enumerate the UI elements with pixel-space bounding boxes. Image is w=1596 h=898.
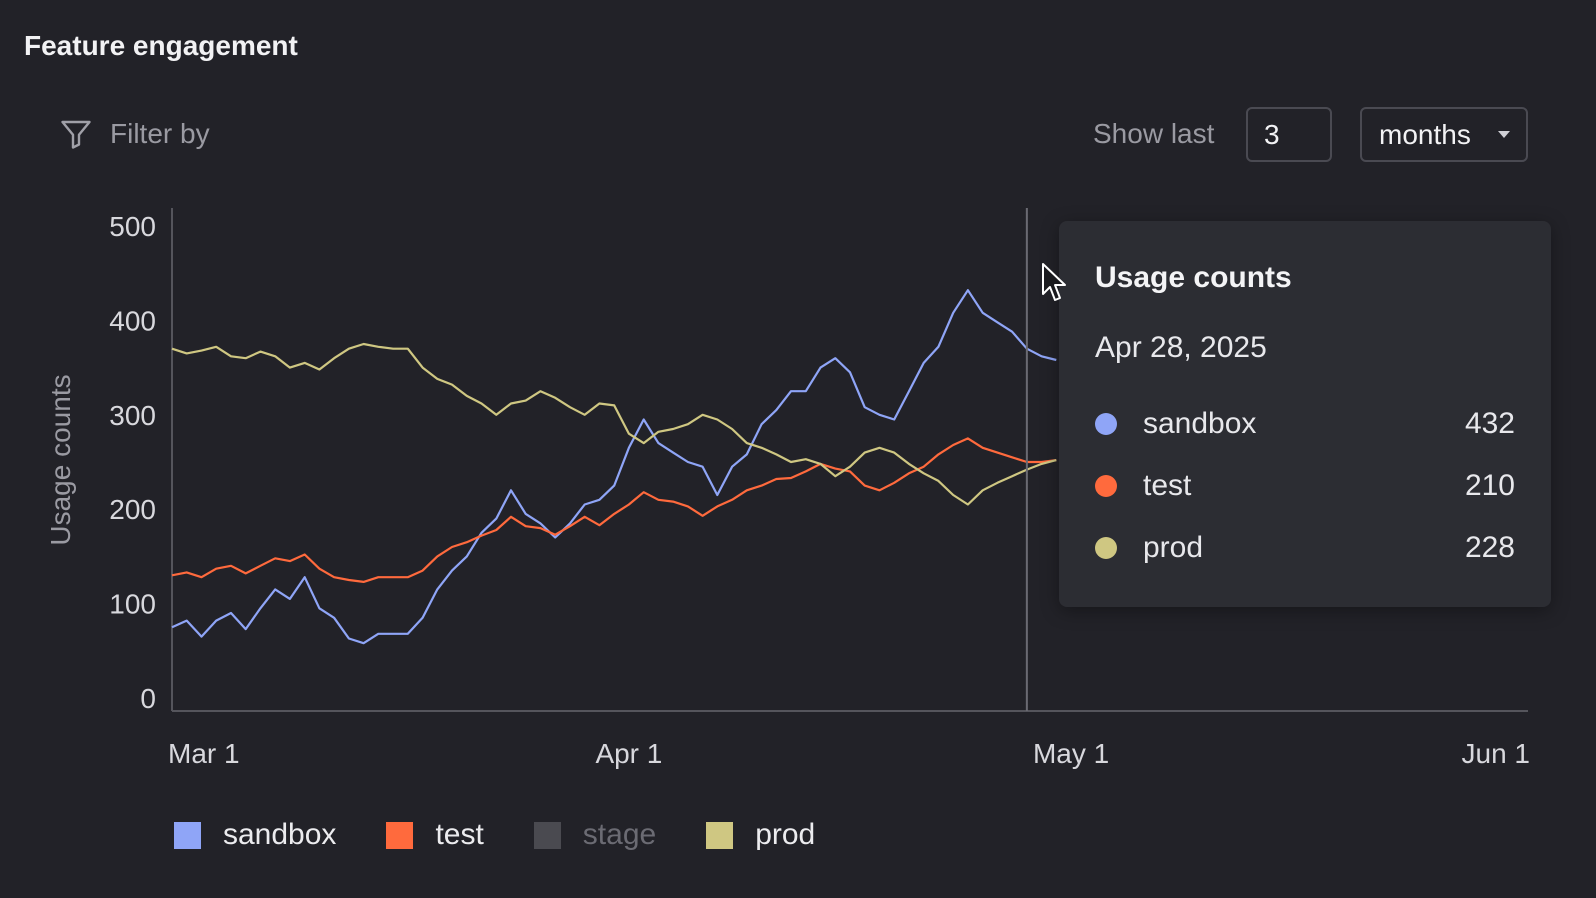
chevron-down-icon [1498,131,1510,138]
legend-item-sandbox[interactable]: sandbox [174,818,336,852]
chart-legend: sandbox test stage prod [174,818,865,852]
legend-swatch [706,821,734,849]
range-count-input[interactable] [1246,107,1332,162]
legend-item-prod[interactable]: prod [706,818,815,852]
y-tick-label: 500 [109,211,156,242]
usage-chart[interactable]: 0 100 200 300 400 500 Mar 1 Apr 1 May 1 Jun 1 Us… [0,0,1596,800]
series-dot [1095,413,1117,435]
y-tick-label: 300 [109,400,156,431]
legend-label: prod [755,818,816,851]
tooltip-row: sandbox 432 [1095,393,1515,455]
y-tick-label: 0 [140,683,156,714]
legend-label: stage [582,818,657,851]
mouse-pointer-icon [1042,263,1066,301]
tooltip-title: Usage counts [1095,261,1292,294]
legend-item-test[interactable]: test [386,818,484,852]
tooltip-series-value: 432 [1464,407,1515,440]
x-tick-label: May 1 [1033,738,1109,769]
legend-label: sandbox [223,818,337,851]
legend-swatch [174,821,201,849]
tooltip-row: test 210 [1095,455,1515,517]
tooltip-series-value: 228 [1464,531,1515,564]
tooltip-series-name: prod [1143,531,1204,564]
series-line-sandbox [171,289,1057,645]
tooltip-series-name: test [1143,469,1192,502]
range-unit-value: months [1379,118,1471,150]
funnel-icon [61,120,91,149]
panel-title: Feature engagement [24,30,298,61]
range-unit-select[interactable]: months [1360,107,1528,162]
filter-label: Filter by [110,118,210,149]
series-line-prod [171,342,1057,506]
legend-label: test [435,818,484,851]
show-last-label: Show last [1093,118,1215,149]
legend-item-stage[interactable]: stage [533,818,657,852]
chart-tooltip: Usage counts Apr 28, 2025 sandbox 432 test… [1059,221,1551,607]
tooltip-row: prod 228 [1095,517,1515,579]
x-tick-label: Jun 1 [1462,738,1531,769]
tooltip-date: Apr 28, 2025 [1095,331,1267,364]
x-tick-label: Mar 1 [168,738,240,769]
y-tick-label: 100 [109,589,156,620]
legend-swatch [533,821,561,849]
tooltip-series-name: sandbox [1143,407,1257,440]
series-dot [1095,537,1117,559]
tooltip-series-value: 210 [1464,469,1515,502]
y-tick-label: 400 [109,305,156,336]
y-tick-label: 200 [109,494,156,525]
series-dot [1095,475,1117,497]
filter-button[interactable]: Filter by [58,116,210,152]
x-tick-label: Apr 1 [595,738,662,769]
y-axis-label: Usage counts [45,374,76,545]
legend-swatch [386,821,414,849]
series-line-test [171,437,1057,584]
